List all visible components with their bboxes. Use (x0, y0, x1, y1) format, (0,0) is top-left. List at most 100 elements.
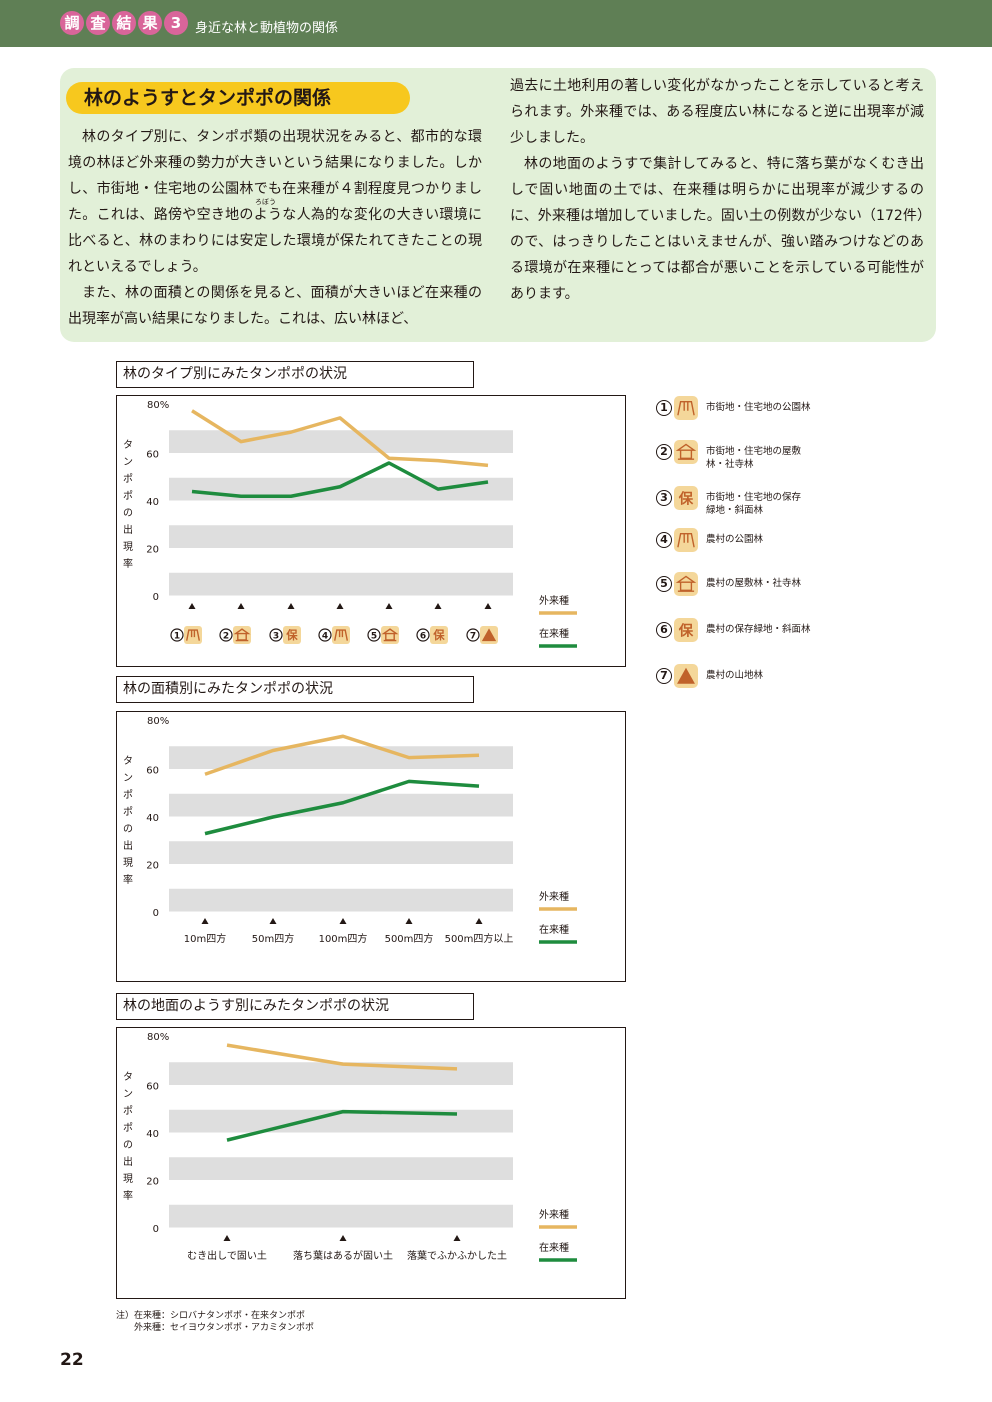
category-number-circle (466, 628, 480, 642)
alien-series-line (191, 409, 489, 468)
category-number-circle (170, 628, 184, 642)
category-number: 6 (420, 632, 426, 642)
y-axis-label-char: 出 (123, 839, 133, 852)
shrine-shape (381, 628, 399, 642)
swing-icon-svg (677, 401, 695, 416)
y-tick-label: 80% (147, 1032, 169, 1043)
section-number: 3 (164, 11, 188, 35)
series-legend-label: 外来種 (539, 1208, 569, 1221)
y-axis-label-char: ポ (123, 1105, 133, 1117)
y-axis-label-char: タ (123, 755, 133, 767)
legend-number: 3 (656, 490, 672, 506)
category-icon-bg (332, 626, 350, 644)
protect-glyph: 保 (678, 621, 694, 639)
y-axis-label-char: ポ (123, 806, 133, 818)
category-marker (475, 918, 483, 924)
section-label: 調 査 結 果 3 (60, 11, 188, 35)
category-marker (339, 1235, 347, 1241)
category-marker (237, 603, 245, 609)
y-axis-label-char: ン (123, 773, 133, 784)
y-tick-label: 80% (147, 400, 169, 411)
category-label: 50m四方 (252, 932, 294, 945)
y-tick-label: 80% (147, 716, 169, 727)
category-marker (405, 918, 413, 924)
header-band: 調 査 結 果 3 身近な林と動植物の関係 (0, 0, 992, 47)
grid-band (169, 745, 513, 770)
series-legend-label: 在来種 (539, 923, 569, 936)
shrine-shape (233, 628, 251, 642)
category-icon-bg (430, 626, 448, 644)
shrine-shape (675, 443, 697, 460)
page-number: 22 (60, 1350, 84, 1370)
category-icon-group: 4 (318, 626, 350, 644)
y-tick-label: 60 (146, 766, 159, 777)
grid-band (169, 572, 513, 596)
legend-text: 農村の山地林 (706, 670, 764, 681)
category-label: 100m四方 (319, 932, 368, 945)
shrine-icon (674, 572, 698, 596)
legend-item: 2 市街地・住宅地の屋敷林・社寺林 (656, 440, 802, 471)
category-number-circle (367, 628, 381, 642)
series-legend-label: 外来種 (539, 890, 569, 903)
y-tick-label: 0 (153, 908, 159, 919)
y-axis-label-char: ポ (123, 490, 133, 502)
y-tick-label: 0 (153, 592, 159, 603)
y-axis-label-char: ポ (123, 1122, 133, 1134)
swing-icon-svg (677, 533, 695, 548)
footnote-line: 注）在来種：シロバナタンポポ・在来タンポポ (116, 1311, 306, 1321)
category-marker (453, 1235, 461, 1241)
grid-band (169, 888, 513, 912)
y-axis-label-char: の (123, 508, 133, 519)
category-marker (223, 1235, 231, 1241)
y-axis-label-char: 率 (123, 557, 133, 570)
y-axis-label-char: の (123, 824, 133, 835)
y-tick-label: 0 (153, 1224, 159, 1235)
category-marker (336, 603, 344, 609)
grid-band (169, 1109, 513, 1133)
legend-text: 農村の公園林 (706, 534, 764, 545)
y-axis-label-char: の (123, 1140, 133, 1151)
protect-glyph: 保 (678, 489, 694, 507)
swing-shape (334, 629, 348, 641)
legend-number: 2 (656, 444, 672, 460)
category-marker (201, 918, 209, 924)
y-tick-label: 20 (146, 545, 159, 556)
grid-band (169, 840, 513, 865)
mountain-icon (674, 664, 698, 688)
y-axis-label-char: 現 (123, 1173, 133, 1185)
category-label: 500m四方 (385, 932, 434, 945)
protect-icon-svg: 保 (678, 489, 694, 507)
y-tick-label: 60 (146, 450, 159, 461)
y-axis-label-char: 現 (123, 857, 133, 869)
legend-item: 1 市街地・住宅地の公園林 (656, 396, 811, 420)
category-label: 落ち葉はあるが固い土 (293, 1249, 393, 1262)
category-marker (484, 603, 492, 609)
category-number: 2 (223, 632, 229, 642)
category-icon-group: 1 (170, 626, 202, 644)
category-number: 7 (470, 632, 476, 642)
category-number-circle (219, 628, 233, 642)
legend-number: 5 (656, 576, 672, 592)
y-axis-label-char: タ (123, 1071, 133, 1083)
protect-glyph: 保 (285, 628, 298, 642)
grid-band (169, 1204, 513, 1228)
alien-series-line (204, 734, 480, 776)
footnote-line: 外来種：セイヨウタンポポ・アカミタンポポ (116, 1323, 315, 1333)
category-label: 500m四方以上 (445, 932, 514, 945)
y-axis-label-char: 現 (123, 541, 133, 553)
y-tick-label: 60 (146, 1082, 159, 1093)
grid-band (169, 1156, 513, 1181)
grid-band (169, 524, 513, 549)
y-tick-label: 20 (146, 861, 159, 872)
category-marker (269, 918, 277, 924)
series-legend-label: 在来種 (539, 1241, 569, 1254)
native-series-line (191, 461, 489, 498)
category-icon-bg (283, 626, 301, 644)
chart-title: 林の面積別にみたタンポポの状況 (116, 676, 474, 703)
legend-item: 6 保 農村の保存緑地・斜面林 (656, 618, 811, 642)
chart-title: 林の地面のようす別にみたタンポポの状況 (116, 993, 474, 1020)
